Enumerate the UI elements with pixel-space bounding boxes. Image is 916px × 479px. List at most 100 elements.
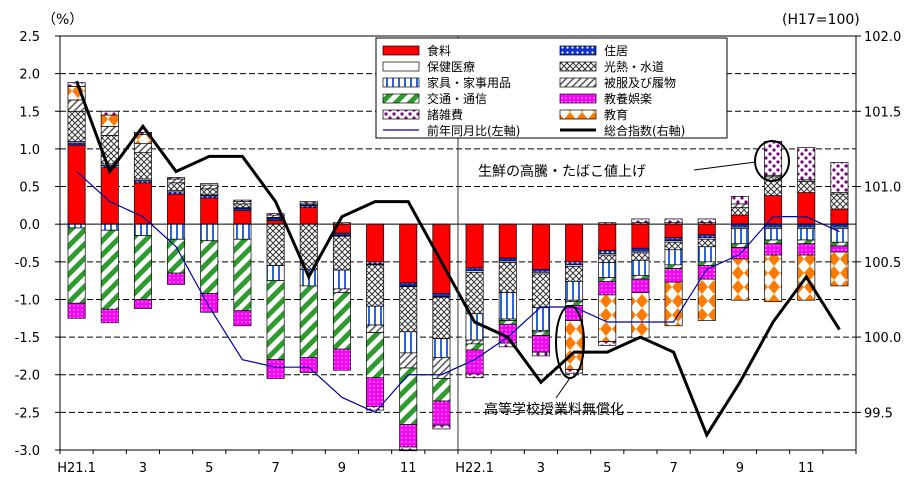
axes: 2.5 2.0 1.5 1.0 0.5 0.0 -0.5 -1.0 -1.5 -2.0 -2.5 -3… [15,30,902,476]
bar-segment-transport [697,261,716,266]
bar-segment-food [67,144,86,225]
bar-segment-education [764,254,783,303]
bar-segment-furniture [266,265,285,281]
legend-swatch-furniture [382,77,420,88]
bar-segment-education_recreation [100,308,119,324]
bar-segment-food [498,223,517,259]
bar-segment-clothing [730,203,749,208]
bar-segment-misc [200,183,219,186]
bar-segment-food [631,223,650,249]
bar-segment-utilities [67,110,86,142]
bar-segment-food [366,223,385,263]
bar-segment-education [830,251,849,287]
y-right-tick-label: 102.0 [864,30,901,45]
y-left-tick-label: -1.5 [15,331,40,346]
bar-segment-furniture [830,228,849,243]
bar-segment-utilities [399,286,418,333]
x-tick-label: 7 [669,461,677,476]
x-tick-label: 9 [736,461,744,476]
bar-segment-education_recreation [664,268,683,283]
bar-segment-transport [133,235,152,300]
y-left-tick-label: 2.0 [19,68,40,83]
legend-label-education: 教育 [604,107,628,122]
legend-label-furniture: 家具・家事用品 [427,75,511,90]
bar-segment-clothing [100,125,119,136]
bar-segment-utilities [332,235,351,271]
bar-segment-transport [631,275,650,280]
x-tick-label: 7 [271,461,279,476]
bar-segment-utilities [565,265,584,282]
bar-segment-education_recreation [167,272,186,285]
bar-segment-furniture [399,331,418,354]
bar-segment-education_recreation [266,359,285,379]
bar-segment-utilities [830,193,849,210]
bar-segment-misc [730,195,749,205]
bar-segment-furniture [167,223,186,240]
bar-segment-transport [233,238,252,312]
y-left-tick-label: -3.0 [15,444,40,459]
bar-segment-furniture [797,228,816,241]
bar-segment-education_recreation [764,243,783,256]
bar-segment-misc [233,199,252,202]
bar-segment-housing [565,261,584,266]
legend-swatch-transport [382,93,420,104]
bar-segment-transport [565,301,584,306]
right-axis-unit: (H17=100) [782,12,860,28]
bar-segment-food [730,214,749,225]
bar-segment-utilities [697,238,716,248]
bar-segment-housing [465,267,484,272]
bar-segment-transport [764,239,783,245]
bar-segment-misc [664,218,683,224]
bar-segment-misc [399,446,418,452]
bar-segment-food [266,220,285,225]
bar-segment-misc [598,341,617,346]
y-left-tick-label: 0.0 [19,218,40,233]
bar-segment-utilities [133,152,152,180]
bar-segment-misc [100,110,119,116]
bar-segment-transport [465,343,484,351]
bar-segment-furniture [200,223,219,242]
bar-segment-furniture [697,246,716,263]
y-left-tick-label: 0.5 [19,181,40,196]
bar-segment-misc [697,218,716,224]
bar-segment-transport [67,227,86,304]
y-left-tick-label: -2.5 [15,406,40,421]
bar-segment-utilities [465,272,484,315]
bar-segment-education_recreation [598,281,617,296]
bar-segment-clothing [465,339,484,345]
bar-segment-clothing [432,357,451,379]
bar-segment-housing [498,257,517,262]
bar-segment-education_recreation [697,265,716,280]
y-left-tick-label: -1.0 [15,293,40,308]
legend-label-health: 保健医療 [427,60,475,74]
bar-segment-transport [531,331,550,336]
bar-segment-misc [498,342,517,348]
bar-segment-furniture [531,307,550,331]
legend-swatch-education [559,109,597,120]
bar-segment-misc [432,424,451,430]
bar-segment-transport [332,292,351,350]
bar-segment-misc [830,162,849,193]
y-left-tick-label: 1.0 [19,143,40,158]
bar-segment-education_recreation [366,377,385,407]
bar-segment-housing [598,250,617,254]
bar-segment-furniture [631,259,650,276]
x-tick-label: 3 [139,461,147,476]
bar-segment-education [697,278,716,321]
legend-label-index: 総合指数(右軸) [604,123,685,138]
legend-label-yoy: 前年同月比(左軸) [427,123,520,138]
y-left-tick-label: 1.5 [19,105,40,120]
bar-segment-furniture [432,338,451,358]
legend-box [375,37,728,139]
bar-segment-education_recreation [830,245,849,253]
bar-segment-transport [664,264,683,269]
legend-swatch-education_recreation [559,93,597,104]
annotation-surge-arrow [693,161,757,171]
bar-segment-furniture [332,269,351,290]
bar-segment-utilities [664,241,683,251]
bar-segment-food [565,223,584,263]
x-tick-label: 5 [603,461,611,476]
bar-segment-clothing [133,143,152,154]
x-tick-label: 9 [338,461,346,476]
bar-segment-education [565,320,584,370]
